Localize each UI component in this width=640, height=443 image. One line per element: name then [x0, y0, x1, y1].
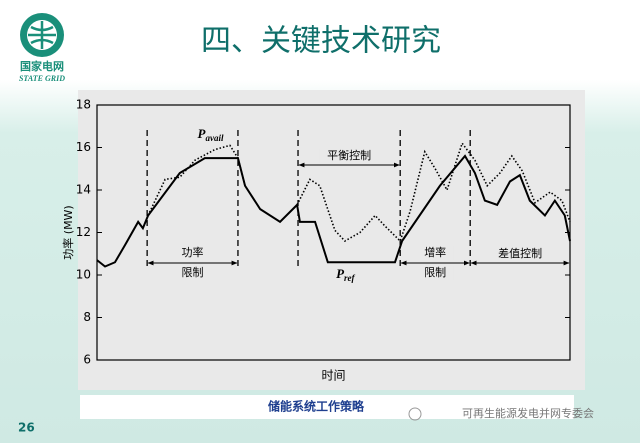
annotation: Pref: [336, 266, 355, 283]
y-tick-label: 10: [76, 268, 91, 282]
page-number: 26: [18, 421, 35, 435]
region-label-bg: [319, 149, 380, 163]
y-tick-label: 12: [76, 225, 91, 239]
annotation-text: P: [198, 126, 207, 141]
watermark-icon: [408, 407, 422, 421]
caption: 储能系统工作策略: [268, 399, 365, 414]
logo-en: STATE GRID: [19, 74, 65, 83]
region-label: 差值控制: [498, 246, 542, 260]
y-tick-label: 6: [83, 353, 91, 367]
annotation-subscript: ref: [344, 273, 355, 283]
slide-title: 四、关键技术研究: [201, 24, 441, 59]
annotation-subscript: avail: [205, 133, 223, 143]
x-axis-label: 时间: [321, 369, 345, 383]
region-label: 功率: [182, 245, 204, 259]
logo: [20, 13, 64, 57]
region-label: 平衡控制: [327, 148, 371, 162]
annotation-text: P: [336, 266, 345, 281]
y-tick-label: 16: [76, 140, 91, 154]
annotation: Pavail: [198, 126, 224, 143]
series-line: [96, 154, 571, 268]
chart-panel: [78, 90, 585, 390]
watermark: 可再生能源发电并网专委会: [462, 406, 594, 420]
y-tick-label: 18: [76, 98, 91, 112]
region-label-bg: [417, 266, 454, 280]
caption-box: [80, 395, 574, 419]
region-label: 限制: [182, 266, 204, 279]
region-label: 限制: [424, 266, 446, 279]
logo-cn: 国家电网: [20, 59, 64, 73]
region-label-bg: [174, 266, 211, 280]
region-label: 增率: [424, 245, 446, 259]
region-label-bg: [417, 246, 454, 260]
region-label-bg: [174, 246, 211, 260]
y-axis-label: 功率 (MW): [61, 205, 75, 259]
series-line: [147, 141, 571, 243]
y-tick-label: 14: [76, 183, 91, 197]
y-tick-label: 8: [83, 310, 91, 324]
region-label-bg: [490, 247, 551, 261]
